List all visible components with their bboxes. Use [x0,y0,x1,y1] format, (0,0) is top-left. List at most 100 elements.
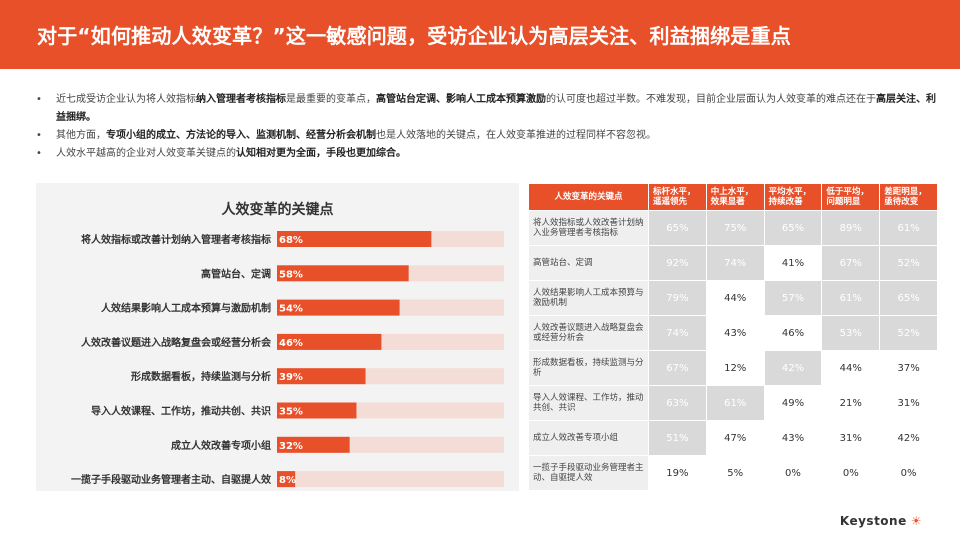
sun-icon: ☀ [910,514,922,528]
table-header-level: 标杆水平，遥遥领先 [648,183,707,211]
bar [277,231,432,247]
table-row-label: 形成数据看板，持续监测与分析 [528,350,649,386]
bullet-emphasis: 纳入管理者考核指标 [196,94,286,105]
summary-bullet: • 近七成受访企业认为将人效指标纳入管理者考核指标是最重要的变革点，高管站台定调、… [36,91,936,127]
bar [277,333,382,350]
bullet-dot: • [36,94,42,105]
table-cell-value: 67% [648,350,707,386]
bullet-emphasis: 高管站台定调、影响人工成本预算激励 [376,94,546,105]
table-cell-value: 53% [821,315,881,351]
bar [277,471,296,488]
table-cell-value: 74% [705,245,765,281]
table-cell-value: 63% [648,385,707,421]
table-cell-value: 52% [879,245,938,281]
bar-value-label: 68% [279,235,303,246]
table-cell-value: 12% [705,350,765,386]
comparison-table: 人效变革的关键点 标杆水平，遥遥领先 中上水平，效果显著 平均水平，持续改善 低于平均，… [528,183,938,493]
table-row: 人效结果影响人工成本预算与激励机制 79% 44% 57% 61% 65% [528,280,938,316]
table-row-label: 成立人效改善专项小组 [528,420,649,456]
table-cell-value: 92% [648,245,707,281]
table-row-label: 人效结果影响人工成本预算与激励机制 [528,280,649,316]
table-row: 高管站台、定调 92% 74% 41% 67% 52% [528,245,938,281]
bar [277,368,366,385]
bar-value-label: 46% [279,338,303,349]
table-cell-value: 61% [821,280,881,316]
table-cell-value: 67% [821,245,881,281]
table-cell-value: 57% [763,280,823,316]
bar-category-label: 将人效指标或改善计划纳入管理者考核指标 [81,233,271,246]
table-cell-value: 41% [763,245,823,281]
summary-bullet: • 人效水平越高的企业对人效变革关键点的认知相对更为全面，手段也更加综合。 [36,145,936,163]
bar-category-label: 人效改善议题进入战略复盘会或经营分析会 [81,336,271,349]
bullet-text: 人效水平越高的企业对人效变革关键点的 [56,148,236,159]
table-cell-value: 31% [879,385,938,421]
bullet-text: 也是人效落地的关键点，在人效变革推进的过程同样不容忽视。 [376,130,656,141]
bar-chart: 将人效指标或改善计划纳入管理者考核指标 68% 高管站台、定调 58% 人效结果影响人工… [71,231,504,488]
table-row-label: 将人效指标或人效改善计划纳入业务管理者考核指标 [528,210,649,246]
table-cell-value: 46% [763,315,823,351]
header-bar: 对于“如何推动人效变革？”这一敏感问题，受访企业认为高层关注、利益捆绑是重点 [0,0,960,69]
table-header-level: 差距明显，亟待改变 [879,183,938,211]
table-cell-value: 74% [648,315,707,351]
bar-chart-panel: 人效变革的关键点 将人效指标或改善计划纳入管理者考核指标 68% 高管站台、定调 58… [36,183,519,491]
table-cell-value: 31% [821,420,881,456]
table-row: 形成数据看板，持续监测与分析 67% 12% 42% 44% 37% [528,350,938,386]
bullet-text: 近七成受访企业认为将人效指标 [56,94,196,105]
table-cell-value: 51% [648,420,707,456]
table-header-key: 人效变革的关键点 [528,183,649,211]
table-cell-value: 42% [763,350,823,386]
table-cell-value: 21% [821,385,881,421]
bar-value-label: 54% [279,304,303,315]
table-cell-value: 89% [821,210,881,246]
table-cell-value: 79% [648,280,707,316]
bar-value-label: 8% [279,475,296,486]
keystone-logo: Keystone ☀ [840,514,922,528]
table-cell-value: 0% [763,455,823,491]
page-title: 对于“如何推动人效变革？”这一敏感问题，受访企业认为高层关注、利益捆绑是重点 [37,24,791,48]
table-cell-value: 42% [879,420,938,456]
table-cell-value: 52% [879,315,938,351]
bullet-text: 的认可度也超过半数。不难发现，目前企业层面认为人效变革的难点还在于 [546,94,876,105]
bullet-emphasis: 高层关注、利益捆绑。 [56,94,936,123]
bullet-emphasis: 专项小组的成立、方法论的导入、监测机制、经营分析会机制 [106,130,376,141]
bullet-emphasis: 认知相对更为全面，手段也更加综合。 [236,148,406,159]
bar-category-label: 成立人效改善专项小组 [171,439,271,452]
bullet-dot: • [36,148,42,159]
table-cell-value: 0% [879,455,938,491]
bar-value-label: 35% [279,407,303,418]
table-cell-value: 65% [763,210,823,246]
table-cell-value: 5% [705,455,765,491]
table-row-label: 一揽子手段驱动业务管理者主动、自驱提人效 [528,455,649,491]
table-cell-value: 44% [705,280,765,316]
bar-value-label: 58% [279,269,303,280]
table-row: 导入人效课程、工作坊，推动共创、共识 63% 61% 49% 21% 31% [528,385,938,421]
bullet-text: 是最重要的变革点， [286,94,376,105]
bullet-text: 其他方面， [56,130,106,141]
table-row-label: 高管站台、定调 [528,245,649,281]
summary-bullet: • 其他方面，专项小组的成立、方法论的导入、监测机制、经营分析会机制也是人效落地的… [36,127,936,145]
bar [277,402,357,419]
table-cell-value: 61% [705,385,765,421]
logo-text: Keystone [839,514,907,528]
table-cell-value: 43% [763,420,823,456]
table-cell-value: 37% [879,350,938,386]
bar-track [277,471,504,488]
table-header-level: 平均水平，持续改善 [763,183,823,211]
chart-title: 人效变革的关键点 [221,202,334,218]
table-row: 将人效指标或人效改善计划纳入业务管理者考核指标 65% 75% 65% 89% 61% [528,210,938,246]
bar-category-label: 形成数据看板，持续监测与分析 [131,370,271,383]
bullet-dot: • [36,130,42,141]
table-row: 人效改善议题进入战略复盘会或经营分析会 74% 43% 46% 53% 52% [528,315,938,351]
summary-bullets: • 近七成受访企业认为将人效指标纳入管理者考核指标是最重要的变革点，高管站台定调、… [36,91,936,163]
bar-category-label: 高管站台、定调 [201,267,271,280]
bar-category-label: 导入人效课程、工作坊，推动共创、共识 [91,405,271,418]
table-row-label: 人效改善议题进入战略复盘会或经营分析会 [528,315,649,351]
table-header-level: 中上水平，效果显著 [705,183,765,211]
table-cell-value: 19% [648,455,707,491]
bar-category-label: 一揽子手段驱动业务管理者主动、自驱提人效 [71,473,272,486]
table-cell-value: 65% [879,280,938,316]
table-row-label: 导入人效课程、工作坊，推动共创、共识 [528,385,649,421]
table-cell-value: 75% [705,210,765,246]
table-cell-value: 47% [705,420,765,456]
table-cell-value: 0% [821,455,881,491]
